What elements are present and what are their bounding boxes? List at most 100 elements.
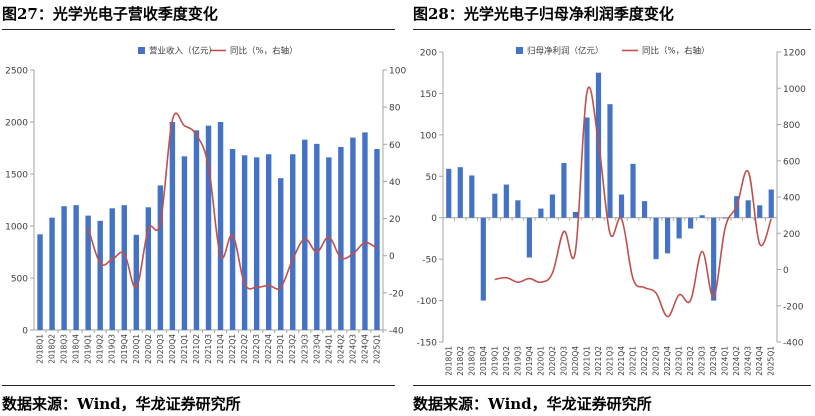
right-tick-label: 400 [783,194,800,204]
right-tick-label: 1000 [783,85,806,95]
bar-2020Q3 [157,185,164,330]
bar-2021Q2 [193,130,200,330]
right-tick-label: -200 [783,302,804,312]
x-tick-label: 2023Q2 [686,346,695,376]
x-tick-label: 2018Q2 [456,346,465,376]
bar-2022Q1 [229,149,236,330]
x-tick-label: 2020Q2 [144,334,153,364]
left-tick-label: -100 [417,297,438,307]
figure-27-source: 数据来源：Wind，华龙证券研究所 [2,395,241,413]
left-tick-label: 0 [431,214,437,224]
bar-2022Q3 [253,157,260,330]
x-tick-label: 2020Q4 [168,334,177,364]
bar-2020Q2 [145,207,152,330]
bar-2024Q1 [722,217,728,219]
x-tick-label: 2023Q1 [276,334,285,364]
left-tick-label: 200 [420,49,437,59]
x-tick-label: 2023Q1 [675,346,684,376]
x-tick-label: 2020Q1 [132,334,141,364]
bar-2023Q2 [688,217,694,229]
x-tick-label: 2020Q1 [536,346,545,376]
bar-2021Q3 [205,125,212,330]
left-tick-label: 2000 [5,119,28,129]
right-tick-label: 100 [389,67,406,77]
left-tick-label: 50 [426,173,438,183]
bar-2022Q4 [664,217,671,254]
bar-2023Q3 [302,139,308,330]
right-tick-label: 40 [389,178,401,188]
bar-2024Q1 [326,157,332,330]
x-tick-label: 2021Q4 [216,334,225,364]
bar-2019Q2 [97,220,103,330]
x-tick-label: 2019Q4 [120,334,129,364]
bar-2025Q1 [374,149,380,330]
x-tick-label: 2021Q4 [617,346,626,376]
bar-2022Q2 [641,201,648,218]
right-tick-label: 0 [389,252,395,262]
x-tick-label: 2024Q1 [324,334,333,364]
bar-2024Q3 [350,137,356,330]
x-tick-label: 2018Q1 [444,346,453,376]
x-tick-label: 2018Q2 [48,334,57,364]
figure-28-caption-rule [413,29,811,30]
legend-bar-swatch [516,47,523,54]
bar-2019Q2 [503,184,509,218]
x-tick-label: 2022Q4 [264,334,273,364]
bar-2018Q3 [61,206,67,330]
bar-2019Q1 [85,215,91,330]
yoy-line [494,86,772,318]
bar-2019Q1 [492,193,498,218]
left-tick-label: 1000 [5,223,28,233]
x-tick-label: 2024Q2 [336,334,345,364]
left-tick-label: 500 [11,275,28,285]
bar-2021Q1 [584,117,590,218]
bar-2018Q3 [469,175,475,218]
x-tick-label: 2018Q3 [60,334,69,364]
x-tick-label: 2021Q2 [594,346,603,376]
legend-bar-label: 归母净利润（亿元） [527,46,604,57]
x-tick-label: 2021Q1 [180,334,189,364]
x-tick-label: 2022Q1 [228,334,237,364]
right-tick-label: 0 [783,266,789,276]
bar-2023Q1 [277,178,284,330]
bar-2020Q4 [572,211,579,218]
bar-2024Q3 [745,200,751,218]
legend-bar-label: 营业收入（亿元） [149,46,217,57]
bar-2019Q3 [515,200,521,218]
bar-2022Q1 [630,163,636,218]
bar-2020Q2 [549,194,556,218]
bar-2022Q4 [265,154,272,330]
x-tick-label: 2022Q2 [240,334,249,364]
bar-2023Q4 [314,143,320,330]
left-tick-label: 150 [420,90,437,100]
bar-2023Q3 [699,215,705,218]
x-tick-label: 2021Q2 [192,334,201,364]
bar-2023Q4 [711,217,717,301]
x-tick-label: 2023Q3 [300,334,309,364]
bar-2021Q1 [181,156,188,330]
x-tick-label: 2024Q1 [721,346,730,376]
x-tick-label: 2019Q3 [108,334,117,364]
figure-27-caption: 图27：光学光电子营收季度变化 [2,5,218,23]
x-tick-label: 2025Q1 [372,334,381,364]
x-tick-label: 2022Q1 [629,346,638,376]
bar-2020Q1 [133,234,140,330]
bar-2021Q4 [618,194,625,218]
x-tick-label: 2024Q4 [755,346,764,376]
left-tick-label: 1500 [5,171,28,181]
x-tick-label: 2024Q4 [360,334,369,364]
x-tick-label: 2018Q4 [72,334,81,364]
x-tick-label: 2024Q2 [732,346,741,376]
x-tick-label: 2023Q3 [698,346,707,376]
bar-2021Q3 [607,104,613,218]
right-tick-label: -20 [389,289,404,299]
x-tick-label: 2024Q3 [744,346,753,376]
x-tick-label: 2024Q3 [348,334,357,364]
x-tick-label: 2019Q1 [490,346,499,376]
bar-2019Q4 [121,205,127,330]
legend-bar-swatch [138,47,145,54]
right-tick-label: 600 [783,157,800,167]
legend-line-label: 同比（%，右轴） [230,46,298,57]
figure-28-source: 数据来源：Wind，华龙证券研究所 [413,395,652,413]
